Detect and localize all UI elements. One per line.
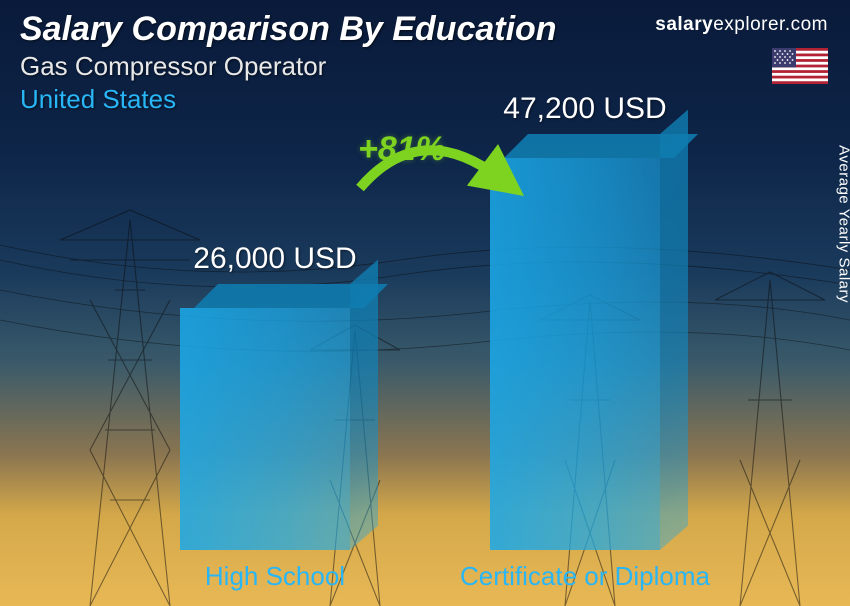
brand-rest: explorer.com [713,14,828,35]
y-axis-label: Average Yearly Salary [836,145,850,303]
delta-percent: +81% [358,130,446,169]
flag-icon [772,48,828,84]
brand-logo: salaryexplorer.com [655,14,828,36]
subtitle-country: United States [20,84,830,115]
subtitle-occupation: Gas Compressor Operator [20,51,830,82]
brand-bold: salary [655,14,713,35]
